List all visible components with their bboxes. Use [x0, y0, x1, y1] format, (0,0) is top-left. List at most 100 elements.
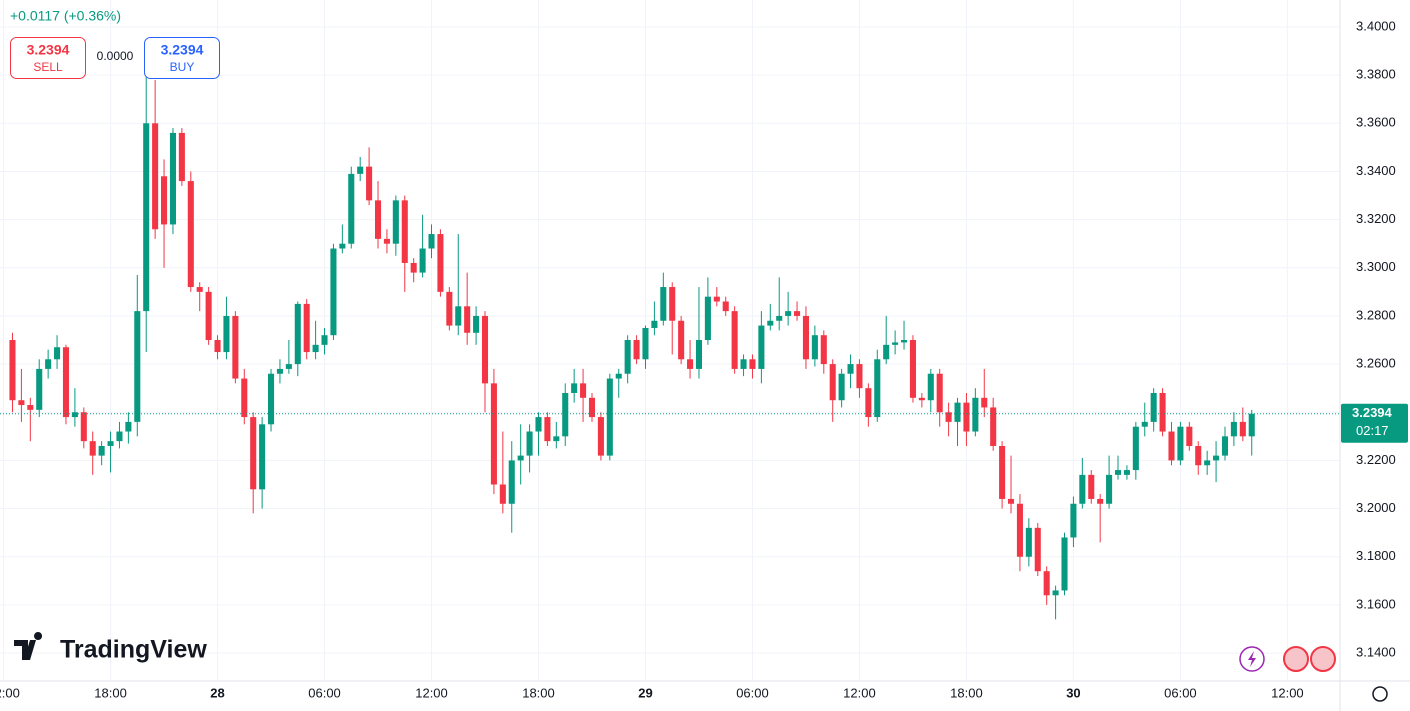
- candle-body: [490, 383, 497, 485]
- candle-body: [918, 397, 925, 401]
- buy-label[interactable]: BUY: [170, 60, 195, 74]
- candle-body: [401, 200, 408, 263]
- buy-button[interactable]: [144, 37, 220, 79]
- candle-body: [544, 417, 551, 442]
- candle-body: [571, 383, 578, 393]
- x-tick-label: 28: [210, 685, 224, 700]
- candle-body: [116, 431, 123, 442]
- candle-body: [107, 441, 114, 446]
- last-price-label: 3.2394: [1352, 405, 1393, 420]
- candle-body: [990, 407, 997, 446]
- candle-body: [526, 431, 533, 456]
- candle-body: [1034, 527, 1041, 572]
- candle-body: [669, 287, 676, 321]
- spread: 0.0000: [97, 49, 134, 63]
- candle-body: [1079, 474, 1086, 504]
- y-tick-label: 3.3400: [1356, 163, 1396, 178]
- candle-body: [232, 315, 239, 379]
- x-tick-label: 12:00: [0, 685, 20, 700]
- candle-body: [169, 132, 176, 225]
- sell-price[interactable]: 3.2394: [27, 42, 70, 58]
- candle-body: [223, 315, 230, 353]
- x-tick-label: 12:00: [1271, 685, 1304, 700]
- x-tick-label: 29: [638, 685, 652, 700]
- candle-body: [562, 392, 569, 437]
- candle-body: [642, 327, 649, 360]
- candle-body: [580, 383, 587, 398]
- candle-body: [1150, 392, 1157, 422]
- candle-body: [1106, 474, 1113, 504]
- candle-body: [437, 234, 444, 292]
- candle-body: [481, 315, 489, 384]
- candle-body: [651, 320, 658, 328]
- candle-body: [740, 359, 747, 369]
- candle-body: [464, 306, 471, 333]
- x-tick-label: 06:00: [1164, 685, 1197, 700]
- candle-body: [339, 243, 346, 249]
- candle-body: [1007, 498, 1015, 504]
- candle-body: [428, 234, 435, 249]
- candle-body: [1132, 426, 1139, 471]
- candle-body: [999, 445, 1006, 499]
- candle-body: [9, 340, 16, 401]
- candle-body: [455, 306, 462, 326]
- candle-body: [1213, 455, 1220, 461]
- y-tick-label: 3.2800: [1356, 307, 1396, 322]
- candle-body: [981, 397, 988, 408]
- candle-body: [321, 335, 328, 345]
- candle-body: [1016, 503, 1023, 557]
- settings-icon[interactable]: [1372, 686, 1388, 702]
- alert-icon[interactable]: [1239, 646, 1265, 672]
- candle-body: [1070, 503, 1077, 538]
- candle-body: [1230, 421, 1237, 437]
- y-tick-label: 3.3600: [1356, 115, 1396, 130]
- candle-body: [205, 291, 212, 341]
- candle-body: [901, 340, 908, 343]
- candle-body: [1177, 426, 1184, 461]
- candle-body: [615, 373, 622, 379]
- candle-body: [303, 303, 310, 353]
- candle-body: [1195, 445, 1202, 466]
- candle-body: [45, 359, 52, 369]
- candle-body: [54, 347, 61, 360]
- candle-body: [71, 412, 78, 418]
- candle-body: [874, 359, 881, 418]
- candle-body: [678, 320, 685, 360]
- event-icon[interactable]: [1283, 646, 1309, 672]
- candle-body: [633, 340, 640, 360]
- candle-body: [838, 373, 845, 401]
- candle-body: [294, 303, 301, 365]
- candle-body: [1052, 590, 1059, 596]
- candle-body: [1239, 421, 1246, 437]
- y-tick-label: 3.4000: [1356, 18, 1396, 33]
- candle-body: [758, 325, 765, 369]
- candle-body: [196, 287, 203, 292]
- candle-body: [89, 441, 96, 456]
- x-tick-label: 18:00: [950, 685, 983, 700]
- y-tick-label: 3.1400: [1356, 645, 1396, 660]
- candle-body: [268, 373, 275, 425]
- candle-body: [62, 347, 70, 418]
- sell-button[interactable]: [10, 37, 86, 79]
- candle-body: [963, 402, 970, 432]
- candle-body: [1186, 426, 1193, 446]
- candle-body: [152, 123, 159, 230]
- candle-body: [508, 460, 515, 504]
- candle-body: [276, 368, 283, 374]
- x-tick-label: 30: [1066, 685, 1080, 700]
- buy-price[interactable]: 3.2394: [161, 42, 204, 58]
- y-tick-label: 3.3200: [1356, 211, 1396, 226]
- candle-body: [847, 364, 854, 374]
- sell-label[interactable]: SELL: [33, 60, 63, 74]
- candle-body: [499, 484, 506, 504]
- candle-body: [410, 262, 417, 273]
- candle-body: [330, 248, 337, 336]
- event-icon[interactable]: [1310, 646, 1336, 672]
- x-tick-label: 12:00: [415, 685, 448, 700]
- x-tick-label: 06:00: [308, 685, 341, 700]
- candle-body: [820, 335, 827, 365]
- candle-body: [1159, 392, 1166, 432]
- last-price-box: [1341, 403, 1408, 443]
- candle-body: [1088, 474, 1095, 499]
